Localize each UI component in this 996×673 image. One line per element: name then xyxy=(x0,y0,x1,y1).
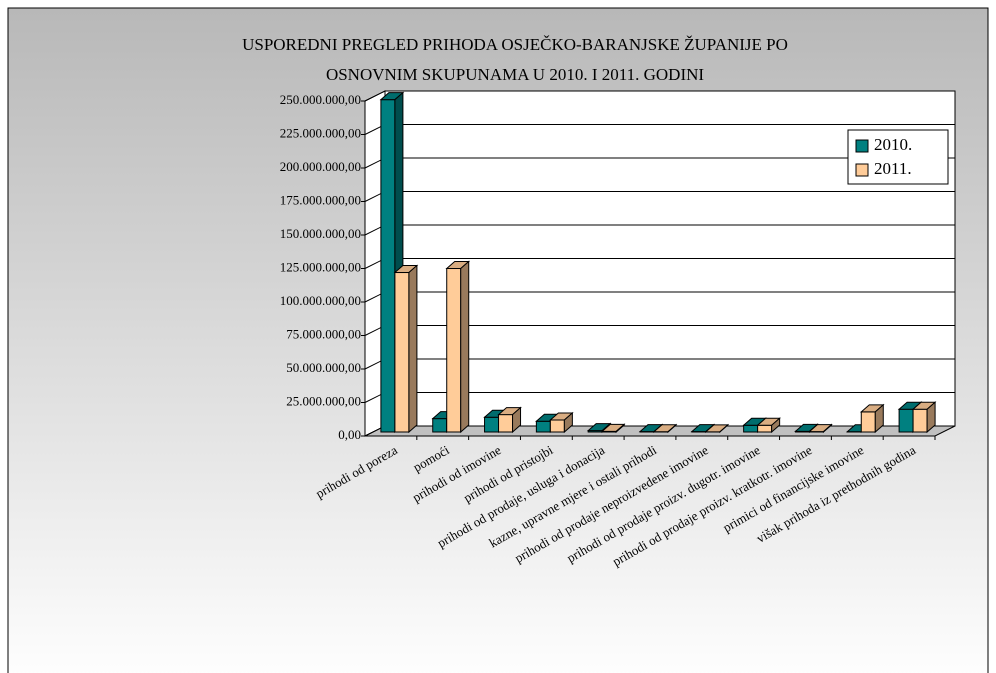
chart-title: OSNOVNIM SKUPUNAMA U 2010. I 2011. GODIN… xyxy=(326,65,704,84)
bar-front xyxy=(757,424,773,433)
y-tick-label: 0,00 xyxy=(338,427,361,442)
bar-front xyxy=(432,418,448,433)
bar-side xyxy=(460,260,470,434)
bar-side xyxy=(719,423,729,434)
bar xyxy=(445,260,471,434)
bar-front xyxy=(743,424,759,433)
y-tick-label: 50.000.000,00 xyxy=(286,360,361,375)
bar xyxy=(808,423,833,434)
legend-label: 2011. xyxy=(874,159,912,178)
bar xyxy=(704,423,730,434)
bar xyxy=(393,264,419,434)
bar xyxy=(859,403,885,434)
bar xyxy=(549,411,574,434)
bar-front xyxy=(498,414,514,433)
bar xyxy=(652,423,678,434)
legend-swatch xyxy=(855,139,869,153)
bar xyxy=(911,401,937,434)
y-tick-label: 125.000.000,00 xyxy=(280,259,361,274)
bar-front xyxy=(535,420,551,433)
bar-side xyxy=(822,423,832,434)
y-tick-label: 225.000.000,00 xyxy=(280,125,361,140)
y-tick-label: 25.000.000,00 xyxy=(286,393,361,408)
bar-side xyxy=(771,417,781,434)
bar-front xyxy=(446,268,462,433)
chart-title: USPOREDNI PREGLED PRIHODA OSJEČKO-BARANJ… xyxy=(242,35,788,54)
bar-side xyxy=(512,406,522,434)
legend-swatch xyxy=(855,163,869,177)
y-tick-label: 175.000.000,00 xyxy=(280,192,361,207)
y-tick-label: 200.000.000,00 xyxy=(280,159,361,174)
bar-front xyxy=(394,272,410,433)
bar-side xyxy=(667,423,677,434)
bar-front xyxy=(549,419,565,433)
bar xyxy=(756,417,781,434)
bar-front xyxy=(860,411,876,433)
legend-label: 2010. xyxy=(874,135,912,154)
y-tick-label: 100.000.000,00 xyxy=(280,293,361,308)
y-tick-label: 150.000.000,00 xyxy=(280,226,361,241)
y-tick-label: 250.000.000,00 xyxy=(280,92,361,107)
bar-side xyxy=(874,403,884,434)
grid-line xyxy=(364,90,955,102)
bar-side xyxy=(615,423,625,434)
y-tick-label: 75.000.000,00 xyxy=(286,326,361,341)
bar-side xyxy=(926,401,936,434)
bar xyxy=(497,406,522,434)
bar-side xyxy=(408,264,418,434)
bar xyxy=(600,423,626,434)
bar-front xyxy=(484,416,500,433)
bar-front xyxy=(380,99,396,433)
bar-side xyxy=(563,411,573,434)
bar-front xyxy=(898,408,914,433)
bar-front xyxy=(912,408,928,433)
